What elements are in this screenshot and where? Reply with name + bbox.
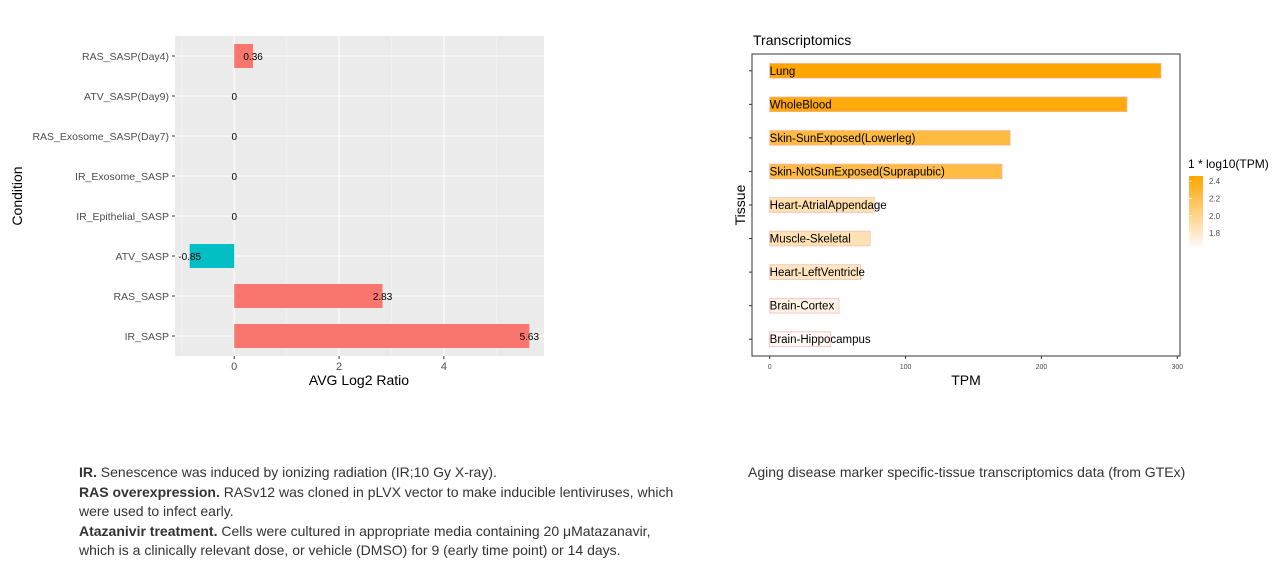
legend-color-bar [1189,176,1203,246]
bar-label: Muscle-Skeletal [770,234,851,246]
bar [769,297,840,314]
data-label: 0 [231,132,237,143]
y-tick-label: IR_Exosome_SASP [75,171,169,183]
bar [234,44,254,68]
bar [234,324,530,348]
bar-label: Lung [770,66,796,78]
bar-label: WholeBlood [770,99,832,111]
data-label: 0 [231,172,237,183]
x-tick-label: 0 [231,361,237,373]
bar [769,163,1003,180]
x-axis-title: TPM [951,372,981,388]
caption-ir: IR. Senescence was induced by ionizing r… [79,463,679,483]
bar-label: Brain-Cortex [770,301,835,313]
y-axis-title: Tissue [732,184,748,225]
x-tick-label: 0 [768,364,772,371]
y-tick-label: RAS_SASP [114,291,169,303]
log2-ratio-bar-chart: 0.36 0 0 0 0 -0.85 2.83 5.63 RAS_SASP(Day4) ATV_… [9,36,544,388]
transcriptomics-bar-chart: Transcriptomics Lung WholeBlood Skin-SunEx… [732,32,1269,388]
data-label: 0 [231,212,237,223]
chart-title: Transcriptomics [753,32,851,48]
caption-ras-heading: RAS overexpression. [79,483,220,500]
caption-atazanivir-text: Cells were cultured in appropriate media… [79,522,651,559]
y-tick-label: ATV_SASP(Day9) [84,91,169,103]
bar [234,284,383,308]
bar [769,331,832,347]
legend-tick-label: 1.8 [1209,229,1221,238]
x-tick-label: 2 [336,361,342,373]
bar-label: Brain-Hippocampus [770,334,871,346]
legend-tick-label: 2.0 [1209,212,1221,221]
data-label: -0.85 [178,252,201,263]
y-tick-label: IR_Epithelial_SASP [76,211,169,223]
data-label: 0.36 [243,52,263,63]
bar-label: Skin-NotSunExposed(Suprapubic) [770,166,945,178]
bar [189,244,235,268]
left-caption: IR. Senescence was induced by ionizing r… [79,463,679,561]
bar [769,230,871,247]
bar [769,197,875,213]
caption-atazanivir-heading: Atazanivir treatment. [79,522,218,539]
legend-tick-label: 2.4 [1209,177,1221,186]
bar [769,264,862,280]
y-axis-title: Condition [9,166,25,225]
data-label: 2.83 [373,292,393,303]
x-tick-label: 4 [441,361,447,373]
x-tick-label: 300 [1171,364,1183,371]
y-tick-label: RAS_Exosome_SASP(Day7) [32,131,169,143]
bar-label: Heart-LeftVentricle [770,267,865,279]
x-tick-label: 100 [900,364,912,371]
data-label: 0 [231,92,237,103]
y-tick-label: IR_SASP [125,331,169,343]
bar-label: Skin-SunExposed(Lowerleg) [770,133,916,145]
x-axis-title: AVG Log2 Ratio [309,372,409,388]
bar [769,130,1011,146]
caption-ras: RAS overexpression. RASv12 was cloned in… [79,483,679,522]
y-tick-label: RAS_SASP(Day4) [82,51,169,63]
y-tick-label: ATV_SASP [116,251,170,263]
legend-title: 1 * log10(TPM) [1188,157,1269,171]
bar [769,63,1162,79]
bar [769,96,1128,113]
caption-atazanivir: Atazanivir treatment. Cells were culture… [79,522,679,561]
data-label: 5.63 [520,332,540,343]
legend-tick-label: 2.2 [1209,194,1221,203]
caption-ir-heading: IR. [79,464,97,480]
caption-ras-text: RASv12 was cloned in pLVX vector to make… [79,483,674,520]
caption-ir-text: Senescence was induced by ionizing radia… [96,464,497,480]
x-tick-label: 200 [1036,364,1048,371]
bar-label: Heart-AtrialAppendage [770,200,887,212]
right-caption: Aging disease marker specific-tissue tra… [748,464,1186,480]
